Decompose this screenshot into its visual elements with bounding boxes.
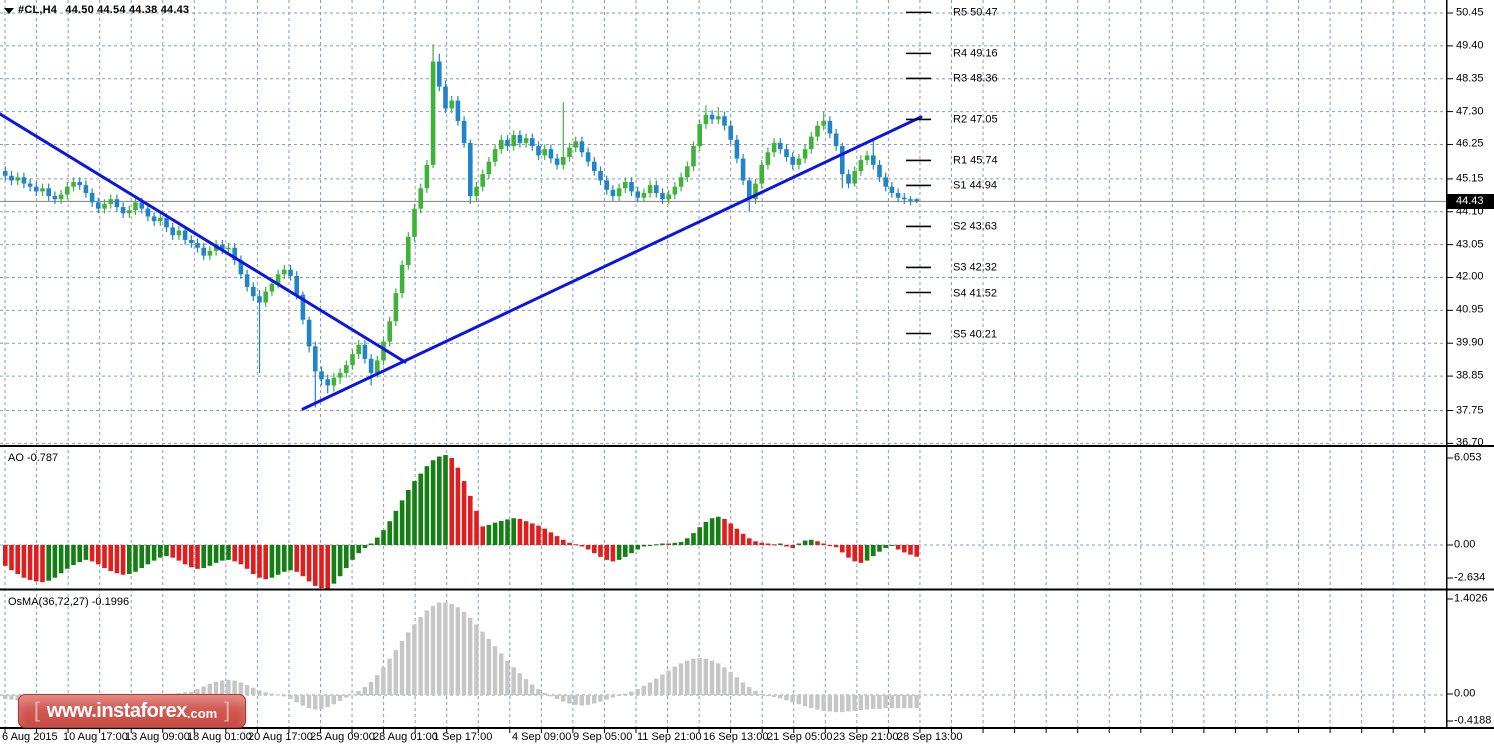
instaforex-logo: [ www.instaforex .com ]	[18, 694, 246, 728]
candlestick-series	[3, 44, 919, 408]
pivot-level-lines[interactable]	[906, 11, 931, 335]
axis-label: S2 43.63	[953, 220, 998, 233]
ohlc-values: 44.50 44.54 44.38 44.43	[65, 4, 190, 16]
quick-trade-dropdown-icon[interactable]	[4, 8, 14, 14]
trendline-2[interactable]	[301, 115, 923, 411]
time-label: 18 Aug 01:00	[187, 731, 252, 743]
axis-label: 1.4026	[1454, 592, 1488, 605]
axis-label: -0.4188	[1454, 714, 1492, 727]
time-label: 10 Aug 17:00	[63, 731, 128, 743]
axis-label: 49.40	[1456, 39, 1484, 52]
axis-label: 0.00	[1454, 538, 1476, 551]
axis-label: S5 40.21	[953, 328, 998, 340]
ao-indicator-label: AO -0.787	[8, 452, 59, 464]
axis-label: 36.70	[1456, 436, 1484, 449]
axis-label: 0.00	[1454, 687, 1476, 700]
time-label: 4 Sep 09:00	[512, 731, 572, 743]
axis-label: 38.85	[1456, 369, 1484, 382]
axis-label: 43.05	[1456, 238, 1484, 251]
axis-label: S3 42.32	[953, 261, 998, 274]
time-label: 23 Sep 21:00	[833, 731, 899, 743]
symbol-timeframe: #CL,H4	[18, 4, 58, 16]
time-label: 21 Sep 05:00	[767, 731, 833, 743]
axis-label: S1 44.94	[953, 179, 998, 192]
axis-label: 40.95	[1456, 303, 1484, 316]
time-label: 28 Aug 01:00	[373, 731, 438, 743]
time-label: 11 Sep 21:00	[637, 731, 702, 743]
time-label: 16 Sep 13:00	[703, 731, 769, 743]
time-label: 28 Sep 13:00	[897, 731, 963, 743]
logo-bracket-left: [	[33, 699, 40, 722]
time-label: 1 Sep 17:00	[433, 731, 493, 743]
axis-label: R4 49.16	[953, 47, 998, 60]
time-label: 13 Aug 09:00	[125, 731, 190, 743]
axis-label: R1 45.74	[953, 154, 998, 167]
logo-bracket-right: ]	[224, 699, 231, 722]
logo-text: www.instaforex	[46, 699, 188, 722]
grid	[0, 0, 1446, 727]
osma-histogram	[3, 602, 919, 713]
chart-title: #CL,H4 44.50 44.54 44.38 44.43	[18, 4, 189, 16]
axis-ticks	[4, 12, 1453, 733]
ao-histogram	[3, 455, 919, 589]
axis-label: 37.75	[1456, 404, 1484, 416]
osma-indicator-label: OsMA(36,72,27) -0.1996	[8, 596, 130, 608]
axis-label: R3 48.36	[953, 72, 998, 85]
axis-label: 47.30	[1456, 105, 1484, 118]
axis-label: 48.35	[1456, 72, 1484, 85]
axis-label: 50.45	[1456, 6, 1484, 19]
time-label: 25 Aug 09:00	[310, 731, 375, 743]
axis-label: 46.25	[1456, 137, 1484, 150]
axis-label: 39.90	[1456, 336, 1484, 349]
axis-label: 6.053	[1454, 451, 1482, 464]
axis-label: R5 50.47	[953, 6, 998, 19]
time-label: 6 Aug 2015	[2, 731, 58, 743]
current-price-badge: 44.43	[1447, 194, 1494, 209]
axis-label: -2.634	[1454, 571, 1486, 584]
time-label: 9 Sep 05:00	[573, 731, 633, 743]
axis-label: S4 41.52	[953, 287, 998, 299]
logo-suffix: .com	[186, 706, 218, 721]
trendline-1[interactable]	[0, 112, 407, 364]
axis-label: 45.15	[1456, 172, 1484, 185]
panel-separators	[0, 0, 1494, 729]
axis-label: R2 47.05	[953, 113, 998, 126]
trendlines[interactable]	[0, 112, 923, 411]
axis-label: 42.00	[1456, 270, 1484, 283]
time-label: 20 Aug 17:00	[248, 731, 313, 743]
